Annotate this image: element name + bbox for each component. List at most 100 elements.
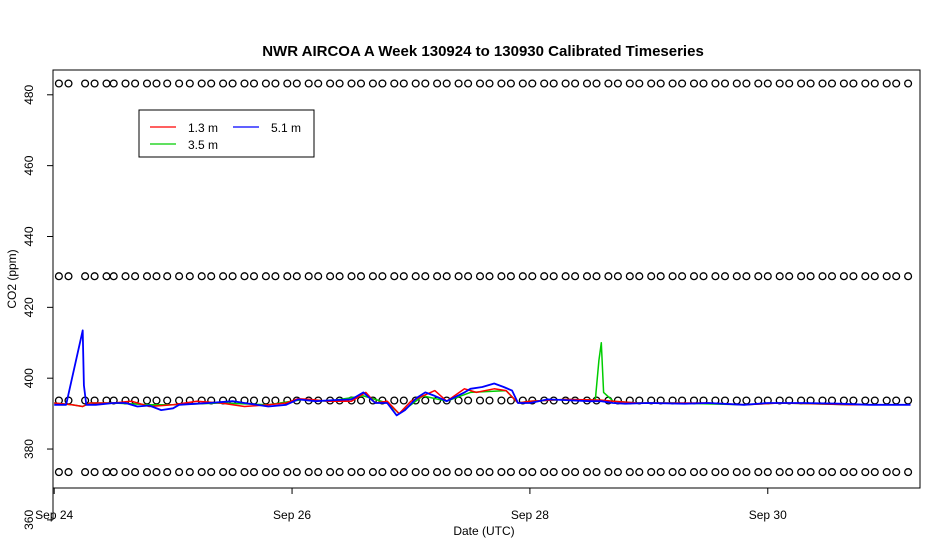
flag-point [561, 272, 570, 281]
flag-point [818, 468, 827, 477]
flag-point [378, 272, 387, 281]
flag-point [81, 79, 90, 88]
flag-point [378, 468, 387, 477]
flag-point [335, 468, 344, 477]
flag-point [433, 79, 442, 88]
flag-point [464, 79, 473, 88]
flag-point [207, 468, 216, 477]
flag-point [839, 396, 848, 405]
flag-point [497, 468, 506, 477]
flag-point [870, 468, 879, 477]
flag-point [271, 468, 280, 477]
flag-point [464, 396, 473, 405]
flag-point [625, 468, 634, 477]
flag-point [283, 272, 292, 281]
flag-point [763, 272, 772, 281]
flag-point [228, 79, 237, 88]
flag-point [454, 468, 463, 477]
flag-point [442, 272, 451, 281]
flag-point [561, 79, 570, 88]
flag-point [635, 468, 644, 477]
flag-point [219, 79, 228, 88]
flag-point [571, 468, 580, 477]
flag-point [421, 468, 430, 477]
flag-point [904, 468, 913, 477]
legend-label: 3.5 m [188, 138, 218, 152]
flag-point [292, 468, 301, 477]
flag-point [861, 272, 870, 281]
flag-point [175, 272, 184, 281]
flag-point [454, 79, 463, 88]
flag-point [806, 468, 815, 477]
flag-point [142, 79, 152, 88]
flag-point [604, 468, 613, 477]
flag-point [485, 272, 494, 281]
flag-point [433, 468, 442, 477]
flag-point [582, 79, 592, 88]
flag-point [102, 272, 111, 281]
flag-point [90, 468, 99, 477]
flag-point [528, 468, 537, 477]
flag-point [304, 79, 313, 88]
flag-point [732, 468, 741, 477]
x-tick-label: Sep 28 [511, 508, 549, 522]
flag-point [635, 79, 644, 88]
flag-point [656, 272, 665, 281]
flag-point [540, 79, 549, 88]
flag-point [121, 468, 130, 477]
flag-point [326, 468, 335, 477]
flag-point [839, 468, 848, 477]
flag-point [54, 468, 63, 477]
flag-point [175, 468, 184, 477]
y-axis-label: CO2 (ppm) [5, 249, 19, 308]
y-tick-label: 420 [22, 297, 36, 317]
flag-point [689, 79, 699, 88]
legend: 1.3 m 3.5 m 5.1 m [138, 109, 315, 158]
flag-point [839, 79, 848, 88]
flag-point [121, 272, 130, 281]
flag-point [163, 396, 172, 405]
flag-point [592, 79, 601, 88]
flag-point [549, 79, 558, 88]
flag-point [604, 272, 613, 281]
flag-point [497, 79, 506, 88]
flag-point [390, 272, 399, 281]
flag-point [689, 272, 699, 281]
flag-point [785, 272, 794, 281]
flag-point [904, 272, 913, 281]
flag-point [582, 468, 592, 477]
chart-title: NWR AIRCOA A Week 130924 to 130930 Calib… [262, 43, 704, 60]
flag-point [185, 79, 194, 88]
flag-point [699, 79, 708, 88]
flag-point [775, 468, 784, 477]
flag-point [249, 272, 259, 281]
x-axis-label: Date (UTC) [453, 524, 514, 538]
flag-point [271, 272, 280, 281]
flag-point [261, 468, 270, 477]
flag-point [720, 79, 730, 88]
flag-point [390, 396, 399, 405]
flag-point [604, 79, 613, 88]
flag-point [368, 272, 377, 281]
flag-point [571, 272, 580, 281]
flag-point [81, 468, 90, 477]
flag-point [818, 79, 827, 88]
flag-point [411, 272, 420, 281]
flag-point [314, 272, 323, 281]
flag-point [732, 272, 741, 281]
flag-point [207, 272, 216, 281]
flag-point [240, 468, 249, 477]
flag-point [131, 468, 140, 477]
flag-point [142, 396, 152, 405]
flag-point [506, 79, 515, 88]
flag-point [656, 468, 665, 477]
flag-point [797, 468, 806, 477]
flag-point [678, 79, 687, 88]
flag-point [152, 79, 161, 88]
flag-point [882, 468, 891, 477]
flag-point [411, 79, 420, 88]
flag-point [732, 396, 741, 405]
flag-point [882, 79, 891, 88]
flag-point [678, 468, 687, 477]
flag-point [775, 272, 784, 281]
